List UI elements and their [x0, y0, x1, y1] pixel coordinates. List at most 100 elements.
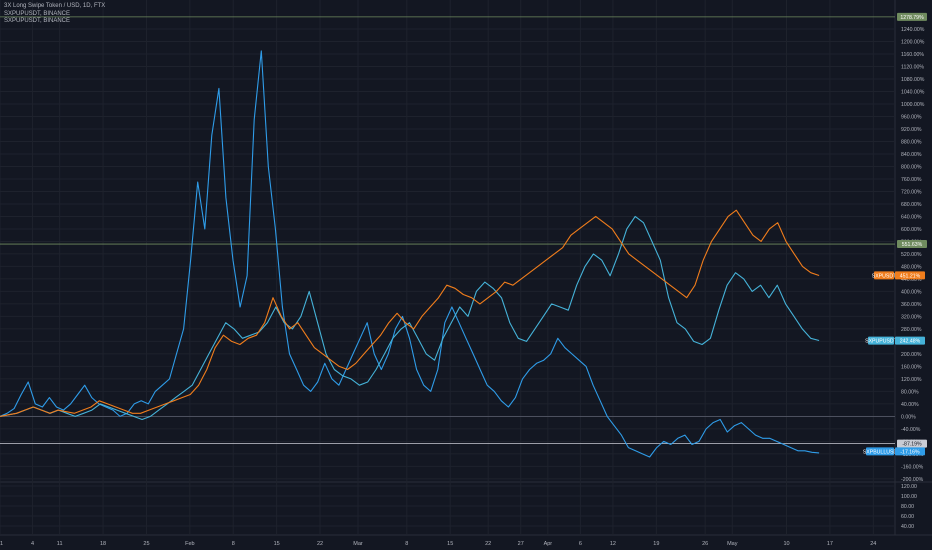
price-tag-blue-name: SXPBULLUSD: [863, 447, 898, 456]
series-line-sxpusdt: [0, 209, 820, 417]
x-tick-label: 26: [702, 541, 708, 547]
series-lines: [0, 50, 820, 458]
price-tag-top-bg: [897, 12, 927, 21]
price-tag-orange-value-bg: [895, 271, 925, 280]
legend-compare-symbol-2[interactable]: SXPUPUSDT, BINANCE: [4, 18, 71, 24]
price-tag-blue-value-bg: [895, 447, 925, 456]
y-tick-label: 1080.00%: [901, 77, 925, 83]
y-tick-label: 1000.00%: [901, 102, 925, 108]
x-tick-label: 4: [31, 541, 34, 547]
price-tag-orange-value: 451.21%: [895, 271, 925, 280]
x-tick-label: 19: [653, 541, 659, 547]
x-tick-label: May: [727, 541, 738, 547]
y-tick-label: 1200.00%: [901, 39, 925, 45]
y-tick-label-lower: 100.00: [901, 494, 917, 500]
x-tick-label: 11: [57, 541, 63, 547]
x-tick-label: 27: [518, 541, 524, 547]
price-tag-top-text: 1278.79%: [900, 15, 924, 21]
price-tag-cyan-name-text: SXPUPUSDT: [865, 339, 898, 345]
price-tag-orange-name: SXPUSDT: [872, 271, 897, 280]
series-line-sxpbullusd: [0, 50, 820, 458]
y-tick-label: 40.00%: [901, 402, 919, 408]
x-tick-label: 17: [827, 541, 833, 547]
y-tick-label: 0.00%: [901, 414, 916, 420]
x-tick-label: Mar: [353, 541, 363, 547]
y-tick-label: 1040.00%: [901, 89, 925, 95]
y-tick-label: 1240.00%: [901, 27, 925, 33]
x-tick-label: 8: [405, 541, 408, 547]
y-tick-label: 400.00%: [901, 289, 922, 295]
y-tick-label: 320.00%: [901, 314, 922, 320]
y-tick-label: 360.00%: [901, 302, 922, 308]
price-tag-orange-value-text: 451.21%: [900, 273, 921, 279]
price-tag-white: -87.19%: [897, 439, 927, 448]
legend-main-symbol[interactable]: 3X Long Swipe Token / USD, 1D, FTX: [4, 3, 106, 9]
price-tag-orange-name-text: SXPUSDT: [872, 273, 897, 279]
price-tag-white-text: -87.19%: [902, 442, 922, 448]
x-tick-label: 21: [0, 541, 3, 547]
y-tick-label: 720.00%: [901, 189, 922, 195]
price-tag-green-bg: [897, 240, 927, 249]
price-tag-blue-name-bg: [866, 447, 894, 456]
x-tick-label: 24: [870, 541, 876, 547]
chart-legend: 3X Long Swipe Token / USD, 1D, FTX SXPUP…: [4, 3, 105, 26]
y-tick-label: 640.00%: [901, 214, 922, 220]
y-tick-label-lower: 60.00: [901, 514, 914, 520]
price-tag-blue-value: -17.16%: [895, 447, 925, 456]
horizontal-lines: [0, 16, 895, 445]
price-tag-blue-name-text: SXPBULLUSD: [863, 449, 898, 455]
price-tag-green-text: 551.63%: [902, 242, 923, 248]
price-tag-green: 551.63%: [897, 240, 927, 249]
y-tick-label: 600.00%: [901, 227, 922, 233]
price-tag-cyan-value-text: 242.48%: [900, 339, 921, 345]
y-tick-label: -160.00%: [901, 464, 924, 470]
y-tick-label: 960.00%: [901, 114, 922, 120]
y-tick-label: 1160.00%: [901, 52, 924, 58]
x-tick-label: 25: [143, 541, 149, 547]
y-tick-label: -40.00%: [901, 427, 921, 433]
price-tag-cyan-name: SXPUPUSDT: [865, 336, 898, 345]
x-tick-label: 18: [100, 541, 106, 547]
y-tick-label: 920.00%: [901, 127, 922, 133]
x-tick-label: 12: [610, 541, 616, 547]
y-tick-label: 200.00%: [901, 352, 922, 358]
x-tick-label: 6: [579, 541, 582, 547]
price-tags: 1278.79% 551.63% SXPUSDT 451.21% SXPUPUSDT 24…: [863, 12, 927, 456]
y-tick-label: 280.00%: [901, 327, 922, 333]
price-tag-orange-name-bg: [874, 271, 894, 280]
y-tick-label: 760.00%: [901, 177, 922, 183]
y-tick-label: 680.00%: [901, 202, 922, 208]
x-tick-label: 15: [447, 541, 453, 547]
x-tick-label: Feb: [185, 541, 194, 547]
y-tick-label: 440.00%: [901, 277, 922, 283]
y-tick-label: -200.00%: [901, 477, 924, 483]
y-tick-label: 480.00%: [901, 264, 922, 270]
y-tick-label: 520.00%: [901, 252, 922, 258]
price-tag-white-bg: [897, 439, 927, 448]
price-tag-cyan-value-bg: [895, 336, 925, 345]
y-tick-label: 880.00%: [901, 139, 922, 145]
price-tag-blue-value-text: -17.16%: [900, 449, 920, 455]
x-tick-label: 8: [232, 541, 235, 547]
x-tick-label: 10: [783, 541, 789, 547]
series-line-sxpupusdt: [0, 215, 820, 421]
y-tick-label: 160.00%: [901, 364, 922, 370]
y-tick-label: 80.00%: [901, 389, 919, 395]
price-tag-cyan-name-bg: [868, 336, 894, 345]
x-tick-label: 15: [274, 541, 280, 547]
y-tick-label-lower: 40.00: [901, 524, 914, 530]
y-tick-label: 120.00%: [901, 377, 922, 383]
y-tick-label: 840.00%: [901, 152, 922, 158]
x-tick-label: 22: [485, 541, 491, 547]
price-tag-top: 1278.79%: [897, 12, 927, 21]
y-tick-label: 800.00%: [901, 164, 922, 170]
y-tick-label: 1120.00%: [901, 64, 924, 70]
x-tick-label: Apr: [544, 541, 553, 547]
legend-compare-symbol-1[interactable]: SXPUPUSDT, BINANCE: [4, 10, 71, 17]
y-tick-label-lower: 120.00: [901, 484, 917, 490]
y-tick-label-lower: 80.00: [901, 504, 914, 510]
price-tag-cyan-value: 242.48%: [895, 336, 925, 345]
time-axis: 21 4 11 18 25 Feb 8 15 22 Mar 8 15 22 27 Apr 6 12 19 26 May…: [0, 541, 876, 547]
